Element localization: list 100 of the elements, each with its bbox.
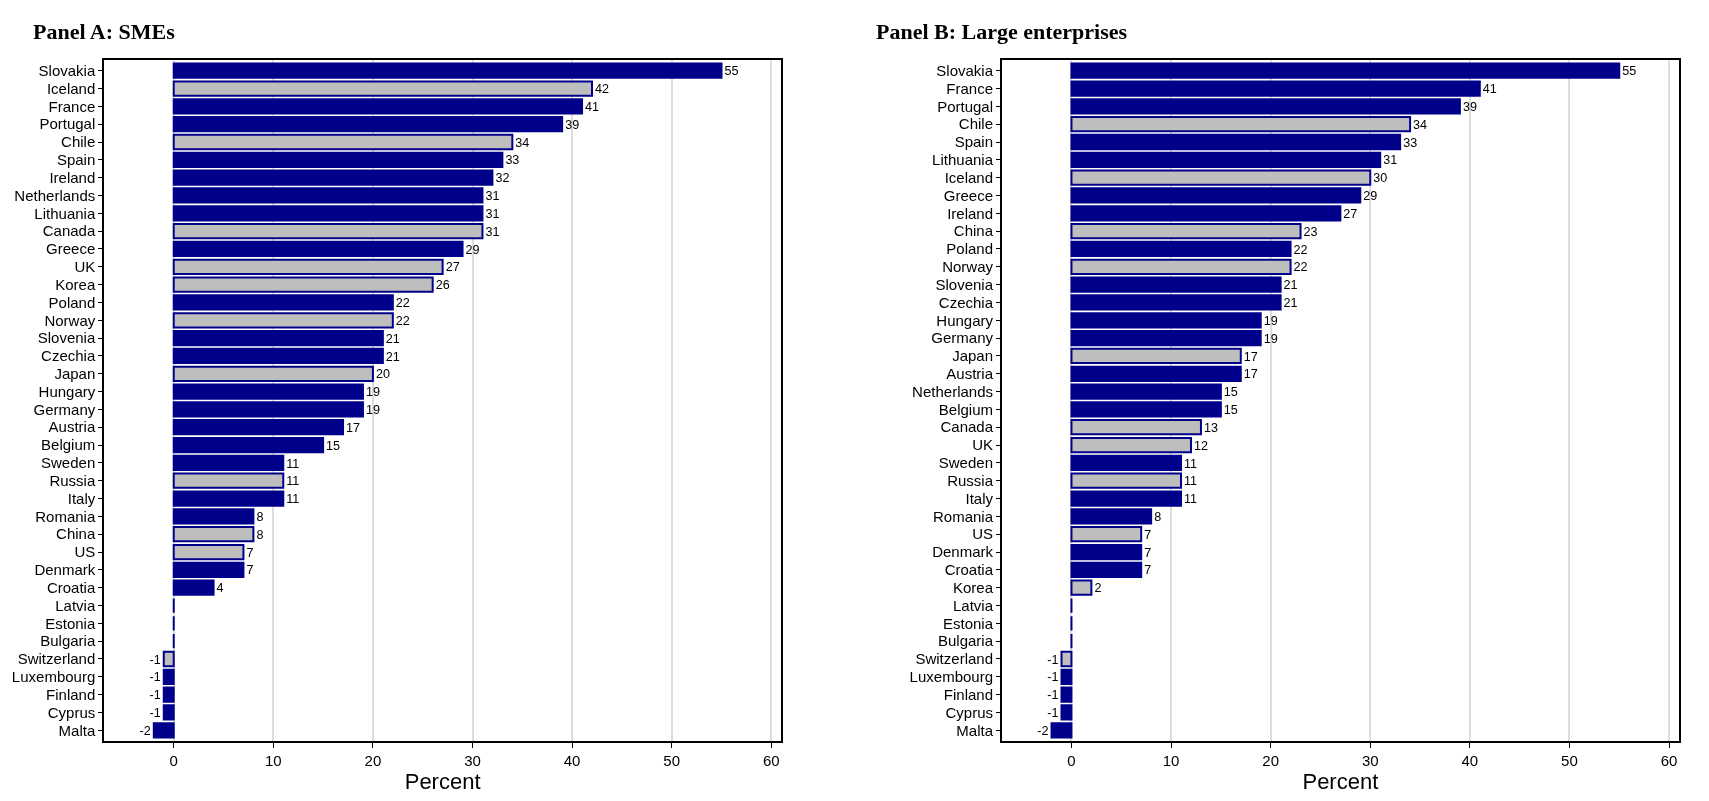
y-tick-label: Romania	[932, 507, 994, 525]
y-tick-label: Greece	[943, 186, 993, 204]
y-tick-label: Norway	[44, 311, 96, 329]
x-tick-label: 50	[1561, 751, 1578, 769]
x-tick-label: 30	[464, 751, 481, 769]
data-label: 22	[1293, 260, 1308, 275]
bar	[1060, 668, 1073, 685]
y-tick-label: Czechia	[41, 347, 96, 365]
data-label: 19	[365, 403, 380, 418]
data-label: 15	[326, 438, 341, 453]
x-tick-label: 10	[1162, 751, 1180, 769]
data-label: 21	[385, 331, 400, 346]
y-tick-label: Cyprus	[945, 703, 993, 721]
y-tick-label: Hungary	[936, 311, 994, 329]
y-tick-label: Latvia	[952, 596, 994, 614]
data-label: 11	[286, 456, 300, 471]
y-tick-label: Switzerland	[17, 650, 96, 668]
y-tick-label: Sweden	[938, 454, 993, 472]
data-label: 20	[375, 367, 390, 382]
data-label: 55	[724, 64, 739, 79]
bar	[1070, 454, 1183, 472]
data-label: 8	[1154, 509, 1162, 524]
data-label: 11	[1184, 474, 1198, 489]
y-tick-label: Spain	[954, 133, 993, 151]
data-label: -1	[149, 670, 161, 685]
bar	[1070, 223, 1302, 240]
y-tick-label: China	[56, 525, 96, 543]
data-label: 11	[1184, 492, 1198, 507]
y-tick-label: Greece	[46, 240, 96, 258]
y-tick-label: Japan	[54, 365, 96, 383]
y-tick-label: Canada	[940, 418, 994, 436]
data-label: 12	[1193, 438, 1208, 453]
y-tick-label: Germany	[33, 400, 96, 418]
data-label: 19	[1263, 313, 1278, 328]
x-axis-title: Percent	[1302, 768, 1379, 794]
data-label: -2	[1037, 723, 1049, 738]
x-axis-title: Percent	[404, 768, 481, 794]
data-label: 31	[485, 224, 500, 239]
bar	[172, 436, 325, 454]
y-tick-label: Slovakia	[936, 61, 994, 79]
y-tick-label: Malta	[956, 721, 994, 739]
y-tick-label: Switzerland	[915, 650, 993, 668]
y-tick-label: Sweden	[41, 454, 96, 472]
y-tick-label: Iceland	[46, 79, 96, 97]
y-tick-label: Croatia	[944, 561, 994, 579]
data-label: 11	[286, 474, 300, 489]
bar	[172, 347, 384, 365]
bar	[172, 223, 484, 240]
bar	[1070, 436, 1192, 454]
data-label: 32	[495, 171, 510, 186]
data-label: 17	[1243, 367, 1258, 382]
y-tick-label: Italy	[965, 489, 994, 507]
y-tick-label: Austria	[946, 365, 994, 383]
data-label: 29	[465, 242, 480, 257]
y-tick-label: Chile	[61, 133, 96, 151]
bar	[1070, 579, 1093, 596]
y-tick-label: Czechia	[938, 293, 994, 311]
y-tick-label: Lithuania	[34, 204, 96, 222]
x-tick-label: 0	[169, 751, 178, 769]
bar	[172, 116, 564, 133]
data-label: -1	[1047, 652, 1059, 667]
data-label: 21	[385, 349, 400, 364]
bar	[172, 151, 504, 168]
bar	[172, 240, 464, 258]
x-tick-label: 20	[1262, 751, 1279, 769]
y-tick-label: Luxembourg	[909, 668, 993, 686]
chart-title: Panel A: SMEs	[33, 19, 176, 44]
data-label: -2	[139, 723, 151, 738]
data-label: 7	[1144, 545, 1152, 560]
y-tick-label: Russia	[947, 471, 994, 489]
data-label: -1	[1047, 706, 1059, 721]
data-label: 30	[1373, 171, 1388, 186]
data-label: 33	[1403, 135, 1418, 150]
data-label: 29	[1363, 189, 1378, 204]
data-label: 4	[216, 581, 224, 596]
chart-title: Panel B: Large enterprises	[876, 19, 1128, 44]
y-tick-label: Belgium	[41, 436, 96, 454]
y-tick-label: Malta	[58, 721, 96, 739]
y-tick-label: Croatia	[46, 578, 96, 596]
x-tick-label: 10	[264, 751, 282, 769]
data-label: 21	[1283, 296, 1298, 311]
data-label: 34	[1413, 117, 1428, 132]
data-label: 7	[246, 545, 254, 560]
bar	[162, 668, 175, 685]
y-tick-label: Netherlands	[14, 186, 96, 204]
y-tick-label: Lithuania	[932, 151, 994, 169]
data-label: 27	[445, 260, 460, 275]
data-label: 22	[395, 313, 410, 328]
data-label: 33	[505, 153, 520, 168]
y-tick-label: Slovenia	[935, 275, 994, 293]
y-tick-label: Korea	[952, 578, 994, 596]
y-tick-label: Austria	[48, 418, 96, 436]
y-tick-label: Russia	[49, 471, 96, 489]
y-tick-label: Bulgaria	[40, 632, 96, 650]
data-label: -1	[149, 688, 161, 703]
data-label: 41	[1482, 82, 1497, 97]
data-label: 8	[256, 527, 264, 542]
data-label: -1	[149, 706, 161, 721]
x-tick-label: 30	[1361, 751, 1379, 769]
data-label: 7	[1144, 563, 1152, 578]
